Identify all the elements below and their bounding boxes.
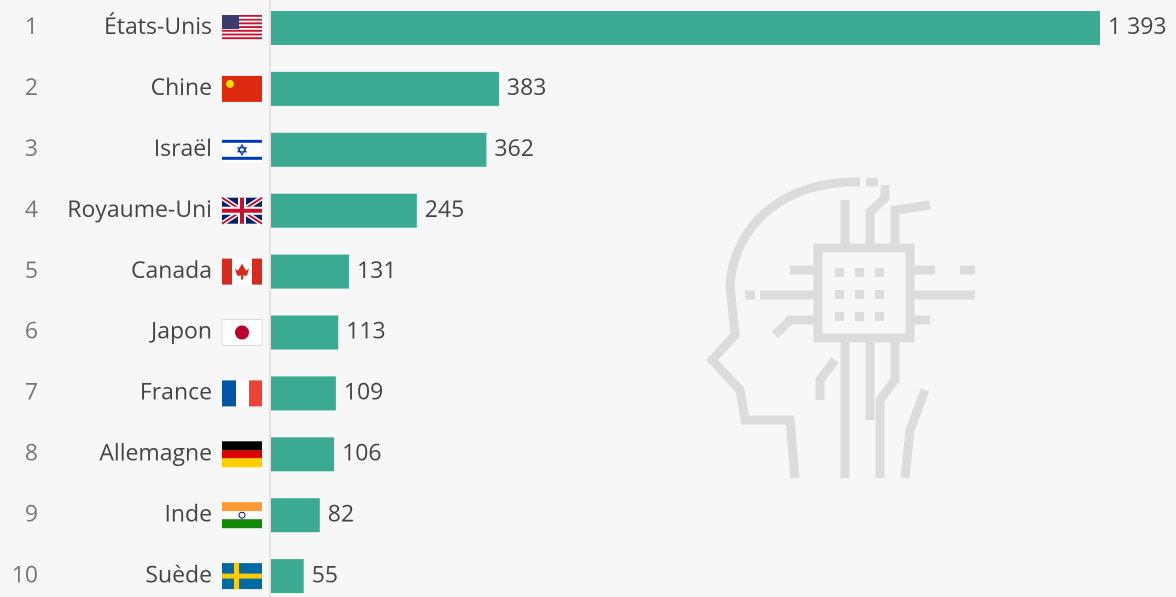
flag-part — [222, 450, 262, 458]
flag-part — [222, 502, 262, 511]
flag-part — [222, 519, 262, 528]
flag-part — [222, 458, 262, 467]
category-label: Canada — [131, 253, 212, 285]
flag-part — [222, 380, 236, 406]
rank-label: 4 — [25, 192, 38, 224]
flag — [222, 502, 262, 528]
flag-part — [236, 380, 249, 406]
category-label: Israël — [154, 131, 212, 163]
rank-label: 5 — [25, 253, 38, 285]
flag — [222, 563, 262, 589]
bar — [271, 72, 499, 106]
bar — [271, 437, 334, 471]
flag — [222, 441, 262, 467]
value-label: 113 — [346, 314, 385, 346]
bar — [271, 194, 417, 228]
bar — [271, 11, 1100, 45]
flag-part — [222, 37, 262, 39]
flag-part — [235, 326, 249, 340]
value-label: 55 — [312, 557, 338, 589]
flag — [222, 137, 262, 163]
bar — [271, 498, 320, 532]
category-label: Inde — [164, 496, 212, 528]
flag-part — [222, 140, 262, 143]
flag — [222, 380, 262, 406]
flag-part — [226, 80, 234, 88]
bar — [271, 559, 304, 593]
value-label: 245 — [425, 192, 464, 224]
flag — [222, 320, 262, 346]
flag — [222, 259, 262, 285]
value-label: 109 — [344, 375, 383, 407]
flag-part — [222, 30, 262, 32]
flag — [222, 76, 262, 102]
value-label: 106 — [342, 435, 381, 467]
rank-label: 8 — [25, 435, 38, 467]
flag-part — [222, 15, 239, 29]
rank-label: 10 — [12, 557, 38, 589]
flag-part — [222, 574, 262, 579]
bar — [271, 316, 338, 350]
category-label: Japon — [149, 314, 212, 346]
value-label: 362 — [494, 131, 533, 163]
flag-part — [252, 259, 262, 285]
bar — [271, 133, 486, 167]
rank-label: 9 — [25, 496, 38, 528]
flag-part — [222, 259, 232, 285]
flag-part — [222, 441, 262, 450]
flag-part — [249, 380, 262, 406]
flag-part — [222, 76, 262, 102]
value-label: 383 — [507, 70, 546, 102]
chart: 1 États-Unis 1 393 2 Chine 383 3 Israël 362 4 Roya… — [0, 0, 1176, 597]
brain-icon — [712, 182, 975, 478]
value-label: 131 — [357, 253, 396, 285]
category-label: États-Unis — [104, 9, 212, 41]
flag-part — [222, 34, 262, 36]
rank-label: 6 — [25, 314, 38, 346]
value-label: 1 393 — [1108, 9, 1167, 41]
category-label: Allemagne — [99, 435, 212, 467]
category-label: Chine — [151, 70, 212, 102]
value-label: 82 — [328, 496, 354, 528]
flag — [222, 15, 262, 39]
flag-part — [222, 157, 262, 160]
category-label: Suède — [145, 557, 212, 589]
bar — [271, 255, 349, 289]
bar — [271, 376, 336, 410]
category-label: France — [140, 375, 212, 407]
rank-label: 2 — [25, 70, 38, 102]
flag — [222, 198, 262, 224]
rank-label: 3 — [25, 131, 38, 163]
category-label: Royaume-Uni — [67, 192, 212, 224]
chip-dots — [835, 268, 884, 321]
rank-label: 7 — [25, 375, 38, 407]
rank-label: 1 — [25, 9, 38, 41]
